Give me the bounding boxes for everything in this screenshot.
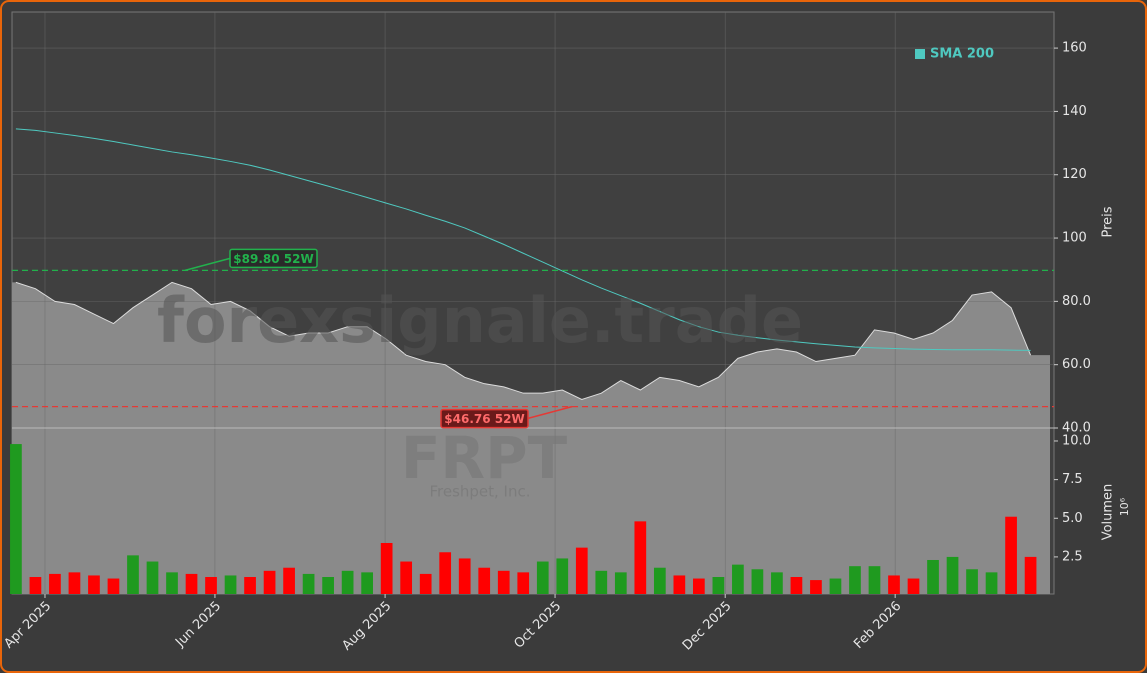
volume-bar <box>1005 516 1017 594</box>
y-tick-label: 120 <box>1062 167 1087 182</box>
volume-bar <box>614 572 627 594</box>
legend-swatch <box>915 49 925 59</box>
legend-label: SMA 200 <box>930 47 994 62</box>
volume-bar <box>732 564 744 594</box>
low_52w-label: $46.76 52W <box>444 412 524 426</box>
volume-bar <box>771 572 783 594</box>
volume-bar <box>68 572 81 594</box>
volume-bar <box>751 569 764 594</box>
y-tick-label: 40.0 <box>1062 421 1091 436</box>
volume-bar <box>790 576 803 594</box>
y-tick-label: 80.0 <box>1062 294 1091 309</box>
volume-bar <box>380 542 393 594</box>
volume-bar <box>712 576 725 594</box>
y-tick-label: 140 <box>1062 104 1087 119</box>
sma-line <box>15 128 1031 351</box>
watermark: forexsignale.trade <box>157 284 803 357</box>
volume-bar <box>868 566 881 594</box>
volume-bar <box>361 572 373 594</box>
volume-bar <box>693 578 705 594</box>
volume-bar <box>400 561 413 594</box>
volume-bar <box>673 575 686 594</box>
volume-bar <box>907 578 920 594</box>
volume-bar <box>478 567 491 594</box>
volume-bar <box>88 575 100 594</box>
volume-bar <box>888 575 900 594</box>
volume-bar <box>497 570 510 594</box>
y-tick-label: 60.0 <box>1062 357 1091 372</box>
volume-bar <box>556 558 569 594</box>
price-axis-label: Preis <box>1101 206 1116 237</box>
volume-bar <box>517 572 530 594</box>
ticker-watermark: FRPT <box>401 424 568 492</box>
volume-bar <box>419 573 432 594</box>
volume-bar <box>849 566 861 594</box>
volume-bar <box>205 576 217 594</box>
volume-bar <box>244 576 256 594</box>
volume-tick-label: 2.5 <box>1062 549 1083 564</box>
volume-tick-label: 5.0 <box>1062 511 1083 526</box>
high_52w-label-box <box>229 248 318 269</box>
volume-bar <box>634 521 647 594</box>
volume-bar <box>536 561 549 594</box>
volume-bar <box>166 572 178 594</box>
volume-bar <box>10 444 22 594</box>
volume-bar <box>49 573 61 594</box>
volume-bar <box>985 572 998 594</box>
volume-bar <box>439 552 452 594</box>
volume-bar <box>653 567 666 594</box>
company-watermark: Freshpet, Inc. <box>429 483 530 501</box>
volume-bar <box>575 547 588 594</box>
volume-bar <box>458 558 471 594</box>
volume-bar <box>283 567 295 594</box>
volume-bar <box>927 559 939 594</box>
volume-bar <box>1024 556 1037 594</box>
volume-unit: 10⁶ <box>1118 497 1131 516</box>
volume-bar <box>595 570 608 594</box>
volume-bar <box>946 556 959 594</box>
volume-bar <box>185 573 198 594</box>
volume-bar <box>263 570 276 594</box>
price-area <box>12 282 1050 594</box>
high_52w-label: $89.80 52W <box>233 252 313 266</box>
volume-bar <box>224 575 237 594</box>
volume-tick-label: 7.5 <box>1062 472 1083 487</box>
volume-bar <box>127 555 139 594</box>
volume-bar <box>829 578 842 594</box>
volume-bar <box>302 573 315 594</box>
y-tick-label: 160 <box>1062 41 1087 56</box>
volume-bar <box>810 580 822 594</box>
volume-bar <box>341 570 354 594</box>
low_52w-label-box <box>440 408 529 429</box>
volume-bar <box>107 578 120 594</box>
volume-bar <box>966 569 978 594</box>
volume-bar <box>29 576 42 594</box>
low_52w-arrow <box>526 405 573 420</box>
high_52w-arrow <box>184 257 231 272</box>
volume-tick-label: 10.0 <box>1062 433 1091 448</box>
volume-axis-label: Volumen <box>1101 484 1116 541</box>
volume-bar <box>322 576 334 594</box>
price-line <box>15 281 1032 401</box>
y-tick-label: 100 <box>1062 231 1087 246</box>
volume-bar <box>146 561 159 594</box>
